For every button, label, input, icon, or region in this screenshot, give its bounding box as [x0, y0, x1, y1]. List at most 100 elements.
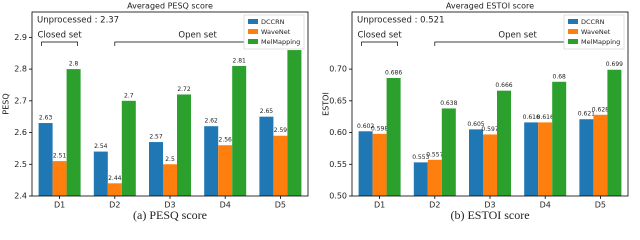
x-tick-label: D4 — [540, 201, 551, 210]
bar — [372, 133, 387, 196]
x-tick-label: D1 — [54, 201, 65, 210]
y-tick-label: 0.50 — [329, 192, 347, 201]
bar — [538, 122, 553, 196]
bracket — [41, 41, 78, 46]
bar — [107, 183, 122, 196]
value-label: 0.638 — [440, 100, 457, 107]
legend-swatch — [248, 29, 258, 34]
value-label: 0.68 — [553, 73, 567, 80]
value-label: 2.44 — [108, 175, 122, 182]
bar — [593, 114, 608, 196]
value-label: 2.63 — [39, 115, 53, 122]
y-tick-label: 0.65 — [329, 96, 347, 105]
bar — [66, 69, 81, 196]
legend-swatch — [568, 39, 578, 44]
annotation: Unprocessed : 0.521 — [357, 16, 445, 26]
value-label: 2.56 — [219, 137, 233, 144]
legend-swatch — [248, 19, 258, 24]
value-label: 0.557 — [426, 151, 443, 158]
figure: Averaged PESQ score PESQ (a) PESQ score 2.4… — [2, 2, 629, 222]
bar — [177, 94, 191, 196]
value-label: 0.699 — [606, 61, 623, 68]
value-label: 2.72 — [177, 86, 191, 93]
caption: (a) PESQ score — [133, 208, 207, 222]
annotation: Closed set — [37, 31, 82, 41]
bar — [497, 90, 511, 196]
value-label: 2.65 — [260, 108, 274, 115]
value-label: 2.62 — [205, 118, 219, 125]
value-label: 0.666 — [495, 82, 512, 89]
value-label: 0.598 — [371, 125, 388, 132]
bar — [469, 129, 483, 196]
x-tick-label: D2 — [429, 201, 440, 210]
legend-swatch — [568, 19, 578, 24]
annotation: Closed set — [357, 31, 402, 41]
bar — [287, 50, 302, 196]
bar — [427, 159, 442, 196]
value-label: 0.553 — [412, 154, 429, 161]
bar — [441, 108, 456, 196]
y-tick-label: 2.5 — [14, 160, 27, 169]
y-tick-label: 2.9 — [14, 33, 27, 42]
y-tick-label: 0.60 — [329, 128, 347, 137]
bracket — [361, 41, 398, 46]
annotation: Unprocessed : 2.37 — [37, 16, 119, 26]
bar — [259, 116, 274, 196]
value-label: 0.628 — [592, 106, 609, 113]
value-label: 0.686 — [385, 69, 402, 76]
y-tick-label: 0.55 — [329, 160, 347, 169]
bar — [273, 135, 288, 196]
legend-label: WaveNet — [581, 28, 611, 36]
y-tick-label: 0.70 — [329, 65, 347, 74]
legend-label: WaveNet — [261, 28, 291, 36]
value-label: 0.605 — [467, 121, 484, 128]
y-tick-label: 2.4 — [14, 192, 27, 201]
bar — [163, 164, 177, 196]
annotation: Open set — [498, 31, 537, 41]
bar — [52, 161, 67, 196]
chart-title: Averaged PESQ score — [127, 2, 213, 11]
value-label: 0.602 — [357, 123, 374, 130]
value-label: 2.8 — [69, 61, 79, 68]
bar — [38, 123, 53, 196]
y-axis-label: PESQ — [2, 93, 11, 114]
bar — [358, 131, 373, 196]
plot-frame — [351, 11, 629, 197]
bar — [93, 151, 108, 196]
bar — [483, 134, 497, 196]
bar — [607, 69, 622, 196]
value-label: 2.81 — [233, 57, 247, 64]
value-label: 2.54 — [94, 143, 108, 150]
value-label: 2.7 — [124, 92, 134, 99]
value-label: 0.621 — [578, 111, 595, 118]
page: Averaged PESQ score PESQ (a) PESQ score 2.4… — [1, 1, 629, 222]
legend-label: MelMapping — [581, 38, 620, 46]
annotation: Open set — [178, 31, 217, 41]
x-tick-label: D2 — [109, 201, 120, 210]
value-label: 2.5 — [165, 156, 175, 163]
x-tick-label: D3 — [164, 201, 175, 210]
legend-label: DCCRN — [581, 18, 605, 26]
x-tick-label: D5 — [595, 201, 606, 210]
plot-frame — [31, 11, 309, 197]
bar — [413, 162, 428, 196]
bar — [121, 100, 136, 196]
y-tick-label: 2.7 — [14, 96, 27, 105]
y-tick-label: 2.8 — [14, 65, 27, 74]
legend-swatch — [568, 29, 578, 34]
bar — [218, 145, 233, 196]
value-label: 2.57 — [149, 134, 163, 141]
bar — [552, 81, 567, 196]
legend-label: MelMapping — [261, 38, 300, 46]
bar — [524, 122, 539, 196]
y-tick-label: 2.6 — [14, 128, 27, 137]
value-label: 0.616 — [523, 114, 540, 121]
x-tick-label: D5 — [275, 201, 286, 210]
bar — [149, 142, 163, 196]
legend-label: DCCRN — [261, 18, 285, 26]
legend-swatch — [248, 39, 258, 44]
x-tick-label: D4 — [220, 201, 231, 210]
y-axis-label: ESTOI — [322, 92, 331, 116]
value-label: 2.51 — [53, 153, 67, 160]
bar — [204, 126, 219, 196]
